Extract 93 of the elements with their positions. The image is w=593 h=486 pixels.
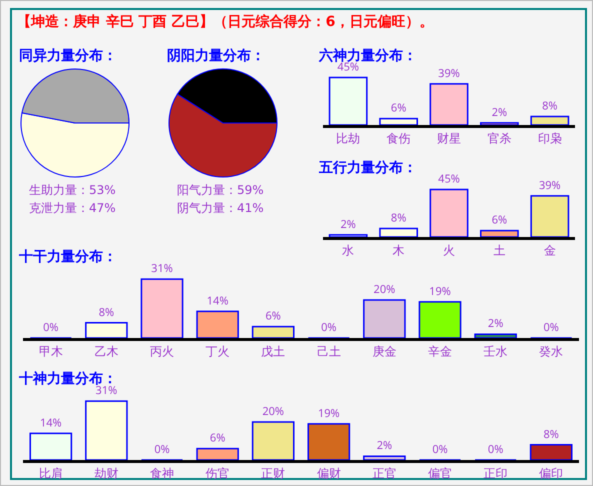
data-label: 6%: [266, 308, 281, 324]
data-label: 19%: [318, 406, 340, 421]
bar: [480, 122, 519, 125]
x-tick-label: 偏印: [539, 464, 564, 482]
x-tick-label: 庚金: [372, 342, 396, 360]
data-label: 0%: [43, 320, 58, 335]
chart-title: 阴阳力量分布：: [167, 47, 265, 65]
bar: [379, 118, 418, 125]
x-tick-label: 正财: [261, 464, 286, 482]
bar: [85, 322, 128, 338]
bar: [252, 421, 295, 460]
x-tick-label: 偏官: [428, 464, 452, 482]
data-label: 20%: [374, 282, 396, 297]
chart-title: 六神力量分布：: [319, 47, 417, 64]
chart-title: 十神力量分布：: [19, 370, 117, 387]
x-tick-label: 己土: [316, 342, 341, 360]
bar: [530, 195, 570, 237]
x-tick-label: 伤官: [206, 464, 230, 482]
x-tick-label: 甲木: [38, 342, 63, 360]
data-label: 31%: [151, 261, 173, 276]
bar: [430, 83, 468, 125]
text: 生助力量：53%: [29, 182, 116, 199]
bar: [530, 116, 570, 125]
data-label: 6%: [492, 212, 508, 228]
x-tick-label: 比劫: [336, 129, 360, 146]
data-label: 8%: [390, 210, 406, 226]
data-label: 6%: [390, 100, 406, 116]
data-label: 2%: [492, 104, 508, 120]
data-label: 39%: [538, 178, 561, 193]
x-tick-label: 壬水: [484, 342, 508, 360]
x-tick-label: 财星: [437, 129, 461, 146]
x-tick-label: 辛金: [428, 342, 452, 360]
bar: [379, 228, 418, 237]
x-tick-label: 水: [342, 241, 354, 258]
bar: [328, 234, 368, 237]
text: 【坤造：庚申 辛巳 丁酉 乙巳】（日元综合得分：6，日元偏旺）。: [17, 13, 434, 31]
data-label: 8%: [544, 426, 559, 442]
bar: [328, 76, 368, 125]
text: 阴气力量：41%: [177, 200, 264, 217]
bar: [363, 299, 406, 338]
chart-title: 十干力量分布：: [19, 248, 117, 266]
bar: [418, 301, 462, 338]
x-tick-label: 木: [392, 241, 405, 258]
x-tick-label: 食伤: [386, 129, 411, 146]
data-label: 2%: [340, 216, 356, 232]
data-label: 0%: [488, 442, 504, 457]
x-tick-label: 比肩: [38, 464, 63, 482]
bar: [307, 423, 350, 460]
x-tick-label: 正官: [372, 464, 396, 482]
bar: [363, 455, 406, 460]
data-label: 14%: [206, 293, 228, 308]
data-label: 39%: [438, 66, 460, 81]
bar: [140, 278, 184, 338]
data-label: 0%: [321, 320, 336, 335]
data-label: 6%: [210, 430, 226, 446]
data-label: 45%: [438, 172, 460, 186]
bar: [430, 188, 468, 237]
x-tick-label: 食神: [150, 464, 174, 482]
data-label: 19%: [429, 284, 451, 299]
data-label: 0%: [154, 442, 170, 457]
data-label: 2%: [488, 316, 504, 332]
data-label: 2%: [376, 438, 392, 454]
data-label: 0%: [432, 442, 448, 457]
bar: [85, 400, 128, 460]
data-label: 14%: [40, 415, 62, 430]
bar: [196, 448, 239, 460]
x-tick-label: 正印: [484, 464, 508, 482]
x-tick-label: 丙火: [150, 342, 174, 360]
x-tick-label: 偏财: [316, 464, 341, 482]
bar: [29, 432, 72, 460]
text: 克泄力量：47%: [29, 200, 116, 217]
bar: [196, 310, 239, 338]
x-tick-label: 劫财: [94, 464, 118, 482]
bar: [530, 444, 573, 460]
data-label: 20%: [262, 404, 284, 419]
x-tick-label: 癸水: [539, 342, 564, 360]
x-tick-label: 土: [493, 241, 506, 258]
x-tick-label: 乙木: [94, 342, 118, 360]
bar: [480, 230, 519, 237]
x-tick-label: 丁火: [206, 342, 230, 360]
x-tick-label: 金: [544, 241, 556, 258]
data-label: 8%: [542, 98, 558, 114]
bar: [252, 326, 295, 338]
text: 阳气力量：59%: [177, 182, 264, 199]
data-label: 8%: [98, 304, 114, 320]
x-tick-label: 印枭: [538, 129, 562, 146]
data-label: 0%: [544, 320, 559, 335]
x-tick-label: 官杀: [487, 129, 512, 146]
chart-title: 五行力量分布：: [319, 159, 417, 177]
bar: [474, 333, 517, 338]
chart-title: 同异力量分布：: [19, 47, 117, 65]
x-tick-label: 火: [443, 241, 455, 258]
x-tick-label: 戊土: [261, 342, 286, 360]
